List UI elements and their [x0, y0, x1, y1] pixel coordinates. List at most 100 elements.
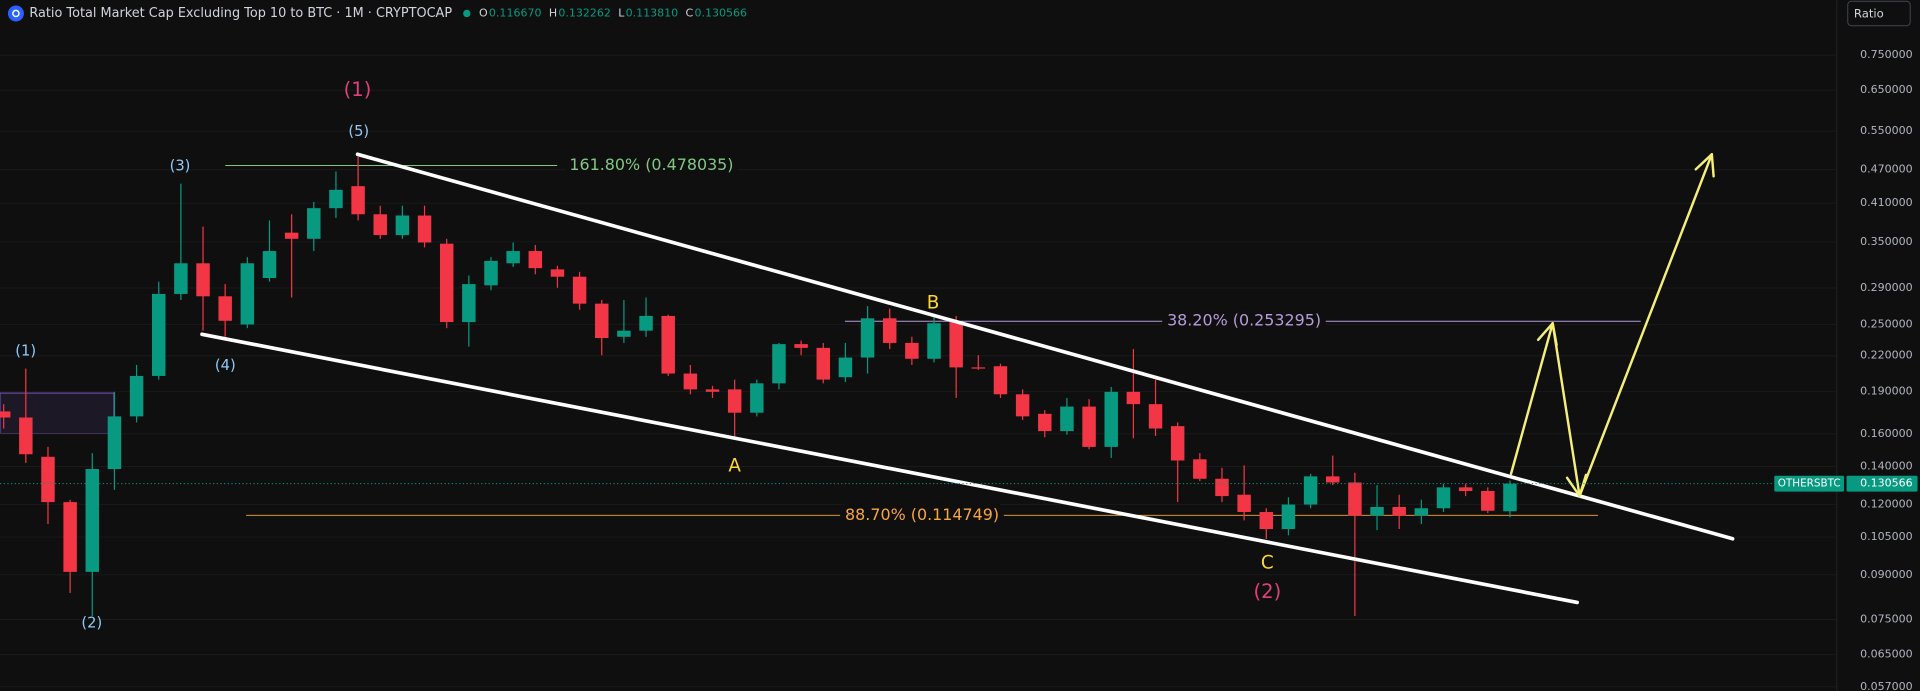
range-box	[0, 392, 115, 434]
symbol-tag-bg	[1774, 475, 1845, 492]
candle-body	[927, 323, 941, 359]
wave-label: (2)	[1253, 580, 1281, 603]
y-tick-label: 0.160000	[1860, 427, 1913, 440]
candle-body	[1303, 476, 1318, 505]
candle-body	[395, 215, 410, 236]
ohlc-value: 0.113810	[626, 6, 679, 19]
candle-body	[262, 251, 277, 279]
candle-body	[572, 276, 587, 304]
wave-label: C	[1261, 552, 1274, 573]
y-tick-label: 0.750000	[1860, 48, 1913, 61]
candle-body	[19, 417, 33, 455]
candle-body	[1281, 504, 1296, 530]
candle-body	[174, 263, 188, 294]
scale-button[interactable]: Ratio	[1854, 7, 1884, 21]
candle-body	[550, 269, 565, 277]
candle-body	[882, 318, 897, 343]
drawing-line	[1509, 322, 1554, 476]
candle-body	[240, 263, 255, 325]
drawing-line	[1578, 153, 1714, 498]
candle-body	[838, 357, 853, 378]
candle-body	[816, 347, 830, 380]
y-tick-label: 0.250000	[1860, 317, 1913, 330]
candle-body	[727, 389, 742, 413]
y-tick-label: 0.350000	[1860, 235, 1913, 248]
symbol-icon-dot	[12, 9, 20, 18]
fib-label: 38.20% (0.253295)	[1167, 311, 1321, 330]
candle-body	[794, 344, 808, 348]
y-tick-label: 0.470000	[1860, 163, 1913, 176]
candle-body	[284, 232, 299, 239]
candle-body	[971, 367, 986, 369]
candle-body	[307, 208, 321, 239]
ohlc-value: 0.132262	[558, 6, 611, 19]
y-tick-label: 0.105000	[1860, 530, 1913, 543]
candle-body	[1481, 491, 1495, 511]
ohlc-value: 0.130566	[694, 6, 747, 19]
candle-body	[41, 456, 55, 503]
candle-body	[1392, 507, 1406, 516]
candle-body	[1082, 406, 1096, 447]
candle-body	[1237, 494, 1251, 513]
candle-body	[1370, 507, 1384, 516]
candle-body	[484, 260, 498, 286]
chart-title: Ratio Total Market Cap Excluding Top 10 …	[29, 6, 452, 21]
candle-body	[1015, 394, 1030, 417]
price-tag: 0.130566	[1860, 477, 1913, 490]
ohlc-key: L	[618, 6, 625, 19]
candle-body	[129, 375, 144, 417]
candle-body	[85, 469, 100, 572]
candle-body	[617, 330, 631, 337]
candle-body	[373, 214, 387, 236]
wave-label: A	[728, 456, 741, 477]
candle-body	[0, 411, 11, 418]
scale-button-bg[interactable]	[1847, 0, 1911, 27]
y-tick-label: 0.065000	[1860, 648, 1913, 661]
candle-body	[705, 389, 720, 392]
ohlc-key: H	[549, 6, 557, 19]
candle-body	[1348, 482, 1362, 516]
y-tick-label: 0.220000	[1860, 349, 1913, 362]
candle-body	[1326, 476, 1340, 483]
candle-body	[1414, 508, 1429, 516]
candle-body	[218, 296, 232, 321]
candle-body	[63, 502, 77, 572]
drawing-line	[1565, 476, 1581, 498]
y-tick-label: 0.140000	[1860, 460, 1913, 473]
y-tick-label: 0.650000	[1860, 83, 1913, 96]
wave-label: (1)	[15, 342, 36, 359]
candle-body	[661, 315, 675, 374]
candle-body	[528, 251, 543, 269]
ohlc-value: 0.116670	[489, 6, 542, 19]
candle-body	[683, 373, 698, 390]
wave-label: (3)	[170, 158, 191, 175]
candle-body	[196, 263, 210, 297]
candle-body	[1193, 459, 1207, 479]
candle-body	[772, 344, 786, 384]
wave-label: B	[927, 293, 940, 314]
drawing-line	[1710, 153, 1715, 178]
candle-body	[905, 342, 919, 359]
wave-label: (2)	[81, 614, 102, 631]
candle-body	[462, 284, 476, 323]
candle-body	[1503, 483, 1517, 512]
candle-body	[439, 243, 454, 323]
y-tick-label: 0.290000	[1860, 281, 1913, 294]
candle-body	[639, 315, 653, 331]
drawing-line	[355, 152, 1735, 541]
candle-body	[1148, 404, 1163, 429]
y-tick-label: 0.120000	[1860, 497, 1913, 510]
wave-label: (1)	[344, 78, 372, 101]
candle-body	[506, 251, 520, 264]
status-dot	[463, 9, 471, 18]
drawing-line	[200, 332, 1579, 605]
candle-body	[329, 189, 343, 209]
fib-label: 161.80% (0.478035)	[569, 155, 733, 174]
candle-body	[1170, 426, 1185, 461]
candle-body	[595, 303, 609, 339]
price-tag-bg	[1846, 475, 1918, 492]
drawing-line	[1536, 322, 1554, 342]
candle-body	[151, 293, 166, 376]
